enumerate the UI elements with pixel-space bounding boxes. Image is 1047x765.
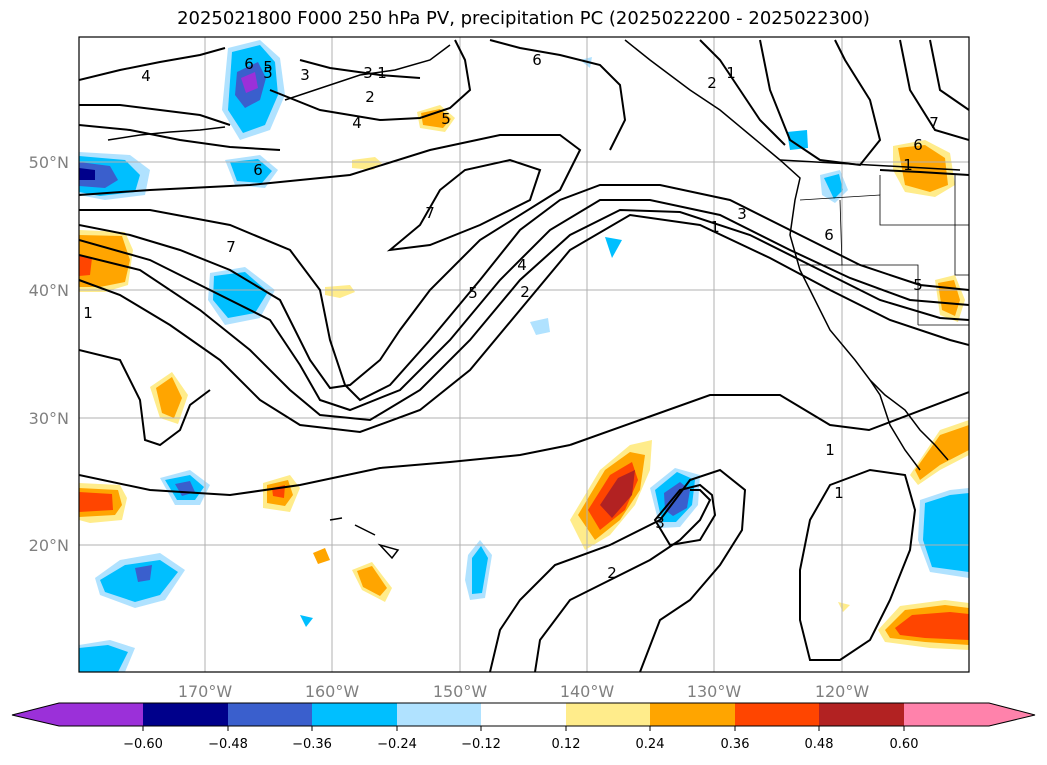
colorbar-bin xyxy=(481,703,566,726)
contour-label: 1 xyxy=(710,218,720,236)
colorbar-bin xyxy=(650,703,735,726)
lon-axis-labels: 170°W 160°W 150°W 140°W 130°W 120°W xyxy=(178,682,870,701)
contour-label: 6 xyxy=(824,226,834,244)
colorbar-bin xyxy=(566,703,650,726)
colorbar-label: −0.48 xyxy=(208,737,248,752)
contour-label: 1 xyxy=(903,156,913,174)
contour-label: 1 xyxy=(83,304,93,322)
contour-labels: 4 6 5 3 1 2 4 5 6 5 2 1 3 6 7 7 7 1 5 4 … xyxy=(83,51,939,582)
colorbar-bin xyxy=(397,703,481,726)
contour-label: 2 xyxy=(365,88,375,106)
contour-label: 5 xyxy=(263,58,273,76)
colorbar-label: −0.60 xyxy=(123,737,163,752)
colorbar-bin xyxy=(312,703,397,726)
lon-label: 130°W xyxy=(687,682,742,701)
lon-label: 150°W xyxy=(433,682,488,701)
contour-label: 3 xyxy=(737,205,747,223)
colorbar-label: 0.60 xyxy=(890,737,919,752)
colorbar-label: 0.48 xyxy=(805,737,834,752)
contour-label: 3 xyxy=(363,64,373,82)
contour-label: 7 xyxy=(929,114,939,132)
contour-label: 1 xyxy=(726,64,736,82)
colorbar-bin xyxy=(819,703,904,726)
contour-label: 3 xyxy=(655,514,665,532)
map-title: 2025021800 F000 250 hPa PV, precipitatio… xyxy=(177,8,870,29)
lon-label: 160°W xyxy=(305,682,360,701)
contour-label: 1 xyxy=(377,64,387,82)
coastlines xyxy=(107,39,961,560)
contour-label: 6 xyxy=(253,161,263,179)
contour-label: 6 xyxy=(244,55,254,73)
contour-label: 5 xyxy=(441,110,451,128)
lat-axis-labels: 50°N 40°N 30°N 20°N xyxy=(29,153,69,555)
contour-label: 7 xyxy=(226,238,236,256)
colorbar-bin xyxy=(228,703,312,726)
contour-label: 1 xyxy=(825,441,835,459)
state-borders xyxy=(799,175,969,326)
colorbar-label: −0.12 xyxy=(461,737,501,752)
contour-label: 2 xyxy=(520,283,530,301)
lon-label: 140°W xyxy=(560,682,615,701)
colorbar-label: 0.36 xyxy=(721,737,750,752)
contour-label: 2 xyxy=(707,74,717,92)
contour-label: 6 xyxy=(532,51,542,69)
colorbar-extend-high xyxy=(904,703,1035,726)
pv-contours xyxy=(79,39,969,672)
contour-label: 6 xyxy=(913,136,923,154)
lon-label: 170°W xyxy=(178,682,233,701)
lat-label: 30°N xyxy=(29,409,69,428)
colorbar-bin xyxy=(735,703,819,726)
colorbar-label: 0.12 xyxy=(552,737,581,752)
lat-label: 20°N xyxy=(29,536,69,555)
colorbar-label: −0.24 xyxy=(377,737,417,752)
contour-label: 7 xyxy=(425,204,435,222)
contour-label: 1 xyxy=(834,484,844,502)
colorbar-label: 0.24 xyxy=(636,737,665,752)
contour-label: 3 xyxy=(300,66,310,84)
contour-label: 5 xyxy=(913,276,923,294)
contour-label: 5 xyxy=(468,284,478,302)
contour-label: 4 xyxy=(517,256,527,274)
colorbar-bin xyxy=(143,703,228,726)
contour-label: 5 xyxy=(263,64,273,82)
map-area xyxy=(79,37,969,672)
lat-label: 40°N xyxy=(29,281,69,300)
lon-label: 120°W xyxy=(815,682,870,701)
contour-label: 2 xyxy=(607,564,617,582)
colorbar-extend-low xyxy=(12,703,143,726)
colorbar-label: −0.36 xyxy=(292,737,332,752)
contour-label: 4 xyxy=(141,67,151,85)
map-frame xyxy=(78,36,970,673)
lat-label: 50°N xyxy=(29,153,69,172)
contour-label: 4 xyxy=(352,114,362,132)
colorbar: −0.60 −0.48 −0.36 −0.24 −0.12 0.12 0.24 … xyxy=(11,702,1036,752)
